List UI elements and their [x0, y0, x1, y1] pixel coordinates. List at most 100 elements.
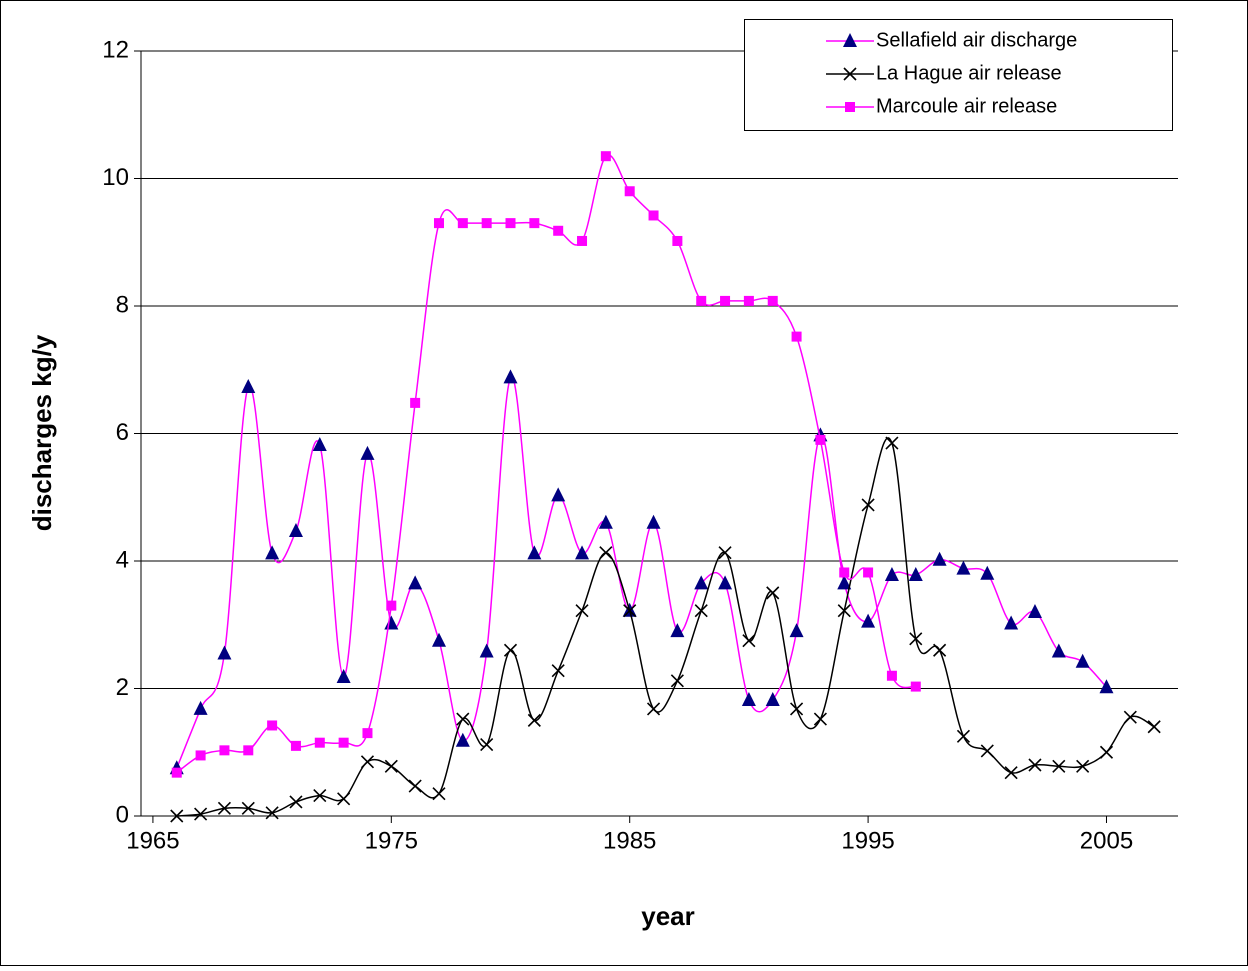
- marker: [932, 551, 947, 566]
- x-tick-label: 1995: [841, 827, 894, 854]
- marker: [815, 434, 826, 445]
- marker: [599, 546, 613, 560]
- marker: [789, 623, 804, 638]
- marker: [646, 702, 661, 716]
- marker: [863, 567, 874, 578]
- marker: [265, 806, 279, 820]
- marker: [813, 712, 827, 726]
- marker: [837, 604, 851, 618]
- marker: [336, 669, 351, 684]
- marker: [384, 759, 398, 773]
- marker: [288, 523, 303, 538]
- marker: [481, 218, 492, 229]
- marker: [362, 728, 373, 739]
- marker: [600, 151, 611, 162]
- legend-marker: [843, 33, 857, 47]
- marker: [337, 792, 351, 806]
- marker: [670, 674, 684, 688]
- marker: [1004, 615, 1019, 630]
- marker: [289, 795, 303, 809]
- marker: [551, 487, 566, 502]
- marker: [839, 567, 850, 578]
- x-tick-label: 1985: [603, 827, 656, 854]
- marker: [505, 218, 516, 229]
- marker: [791, 331, 802, 342]
- y-tick-label: 0: [116, 801, 129, 828]
- marker: [1076, 759, 1090, 773]
- marker: [765, 691, 780, 706]
- marker: [742, 634, 756, 648]
- marker: [529, 218, 540, 229]
- marker: [1147, 720, 1161, 734]
- marker: [171, 767, 182, 778]
- marker: [648, 210, 659, 221]
- marker: [290, 740, 301, 751]
- y-tick-label: 2: [116, 674, 129, 701]
- marker: [360, 755, 375, 769]
- marker: [861, 498, 875, 512]
- marker: [575, 604, 589, 618]
- marker: [910, 681, 921, 692]
- marker: [1051, 643, 1066, 658]
- marker: [956, 560, 971, 575]
- marker: [908, 567, 923, 582]
- y-tick-label: 8: [116, 291, 129, 318]
- marker: [694, 575, 709, 590]
- marker: [1099, 679, 1114, 694]
- marker: [503, 369, 518, 384]
- legend-label: La Hague air release: [876, 62, 1062, 84]
- marker: [241, 378, 256, 393]
- marker: [741, 691, 756, 706]
- series-line: [176, 154, 917, 774]
- marker: [575, 545, 590, 560]
- y-tick-label: 4: [116, 546, 129, 573]
- marker: [933, 643, 947, 657]
- marker: [551, 664, 565, 678]
- marker: [433, 218, 444, 229]
- marker: [194, 807, 208, 821]
- series-line: [176, 437, 1155, 817]
- marker: [909, 632, 923, 646]
- marker: [217, 645, 232, 660]
- marker: [553, 225, 564, 236]
- marker: [527, 713, 541, 727]
- marker: [195, 750, 206, 761]
- legend-marker: [845, 102, 855, 112]
- marker: [885, 436, 899, 450]
- marker: [720, 295, 731, 306]
- marker: [243, 745, 254, 756]
- marker: [790, 702, 804, 716]
- x-tick-label: 2005: [1080, 827, 1133, 854]
- marker: [456, 712, 470, 726]
- marker: [577, 235, 588, 246]
- marker: [886, 670, 897, 681]
- marker: [432, 787, 446, 801]
- marker: [527, 545, 542, 560]
- legend: Sellafield air discharge La Hague air rel…: [744, 19, 1173, 131]
- marker: [646, 514, 661, 529]
- legend-box: [744, 19, 1173, 131]
- marker: [623, 604, 637, 618]
- marker: [672, 235, 683, 246]
- marker: [217, 801, 232, 815]
- marker: [170, 809, 184, 823]
- marker: [718, 575, 733, 590]
- marker: [1075, 653, 1090, 668]
- marker: [670, 623, 685, 638]
- marker: [457, 218, 468, 229]
- marker: [1123, 710, 1137, 724]
- marker: [1052, 759, 1066, 773]
- y-tick-label: 12: [102, 36, 129, 63]
- marker: [313, 789, 327, 803]
- legend-marker: [843, 67, 857, 81]
- marker: [338, 737, 349, 748]
- marker: [410, 397, 421, 408]
- marker: [718, 546, 732, 560]
- x-tick-label: 1965: [126, 827, 179, 854]
- marker: [455, 732, 470, 747]
- marker: [503, 643, 518, 657]
- marker: [1027, 604, 1042, 618]
- marker: [743, 295, 754, 306]
- marker: [360, 445, 375, 460]
